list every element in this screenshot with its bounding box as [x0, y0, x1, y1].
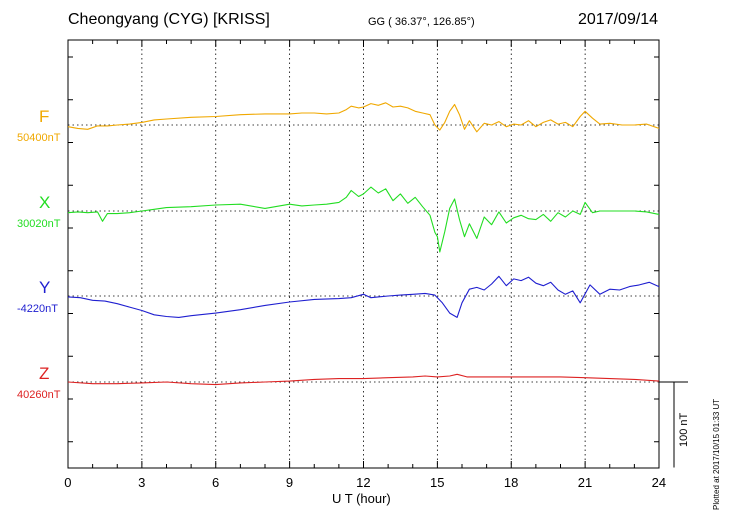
- channel-baseline-Y: -4220nT: [17, 303, 58, 315]
- x-axis-label: U T (hour): [332, 491, 391, 506]
- channel-label-F: F: [39, 107, 50, 126]
- x-tick-label-18: 18: [503, 475, 519, 490]
- series-layer: [67, 102, 660, 386]
- station-coordinates: GG ( 36.37°, 126.85°): [368, 16, 475, 28]
- tick-layer: [67, 40, 660, 468]
- x-tick-label-15: 15: [429, 475, 445, 490]
- grid-layer: [68, 40, 659, 468]
- channel-baseline-F: 50400nT: [17, 132, 61, 144]
- scale-bar: [659, 381, 688, 468]
- x-tick-label-3: 3: [138, 475, 146, 490]
- x-tick-label-12: 12: [356, 475, 371, 490]
- station-title: Cheongyang (CYG) [KRISS]: [68, 11, 270, 28]
- channel-label-Z: Z: [39, 364, 50, 383]
- x-tick-label-21: 21: [577, 475, 593, 490]
- channel-label-X: X: [39, 193, 51, 212]
- x-tick-label-9: 9: [285, 475, 294, 490]
- channel-baseline-Z: 40260nT: [17, 389, 61, 401]
- channel-label-Y: Y: [39, 278, 51, 297]
- series-line-F: [67, 102, 660, 133]
- channel-baseline-X: 30020nT: [17, 218, 61, 230]
- observation-date: 2017/09/14: [578, 11, 659, 28]
- series-line-Y: [67, 275, 660, 318]
- series-line-Z: [67, 373, 660, 386]
- x-tick-label-0: 0: [64, 475, 72, 490]
- x-tick-label-6: 6: [212, 475, 220, 490]
- series-line-X: [67, 186, 660, 253]
- scale-bar-label: 100 nT: [678, 412, 690, 447]
- x-tick-label-24: 24: [651, 475, 667, 490]
- plotted-at-note: Plotted at 2017/10/15 01:33 UT: [712, 398, 721, 510]
